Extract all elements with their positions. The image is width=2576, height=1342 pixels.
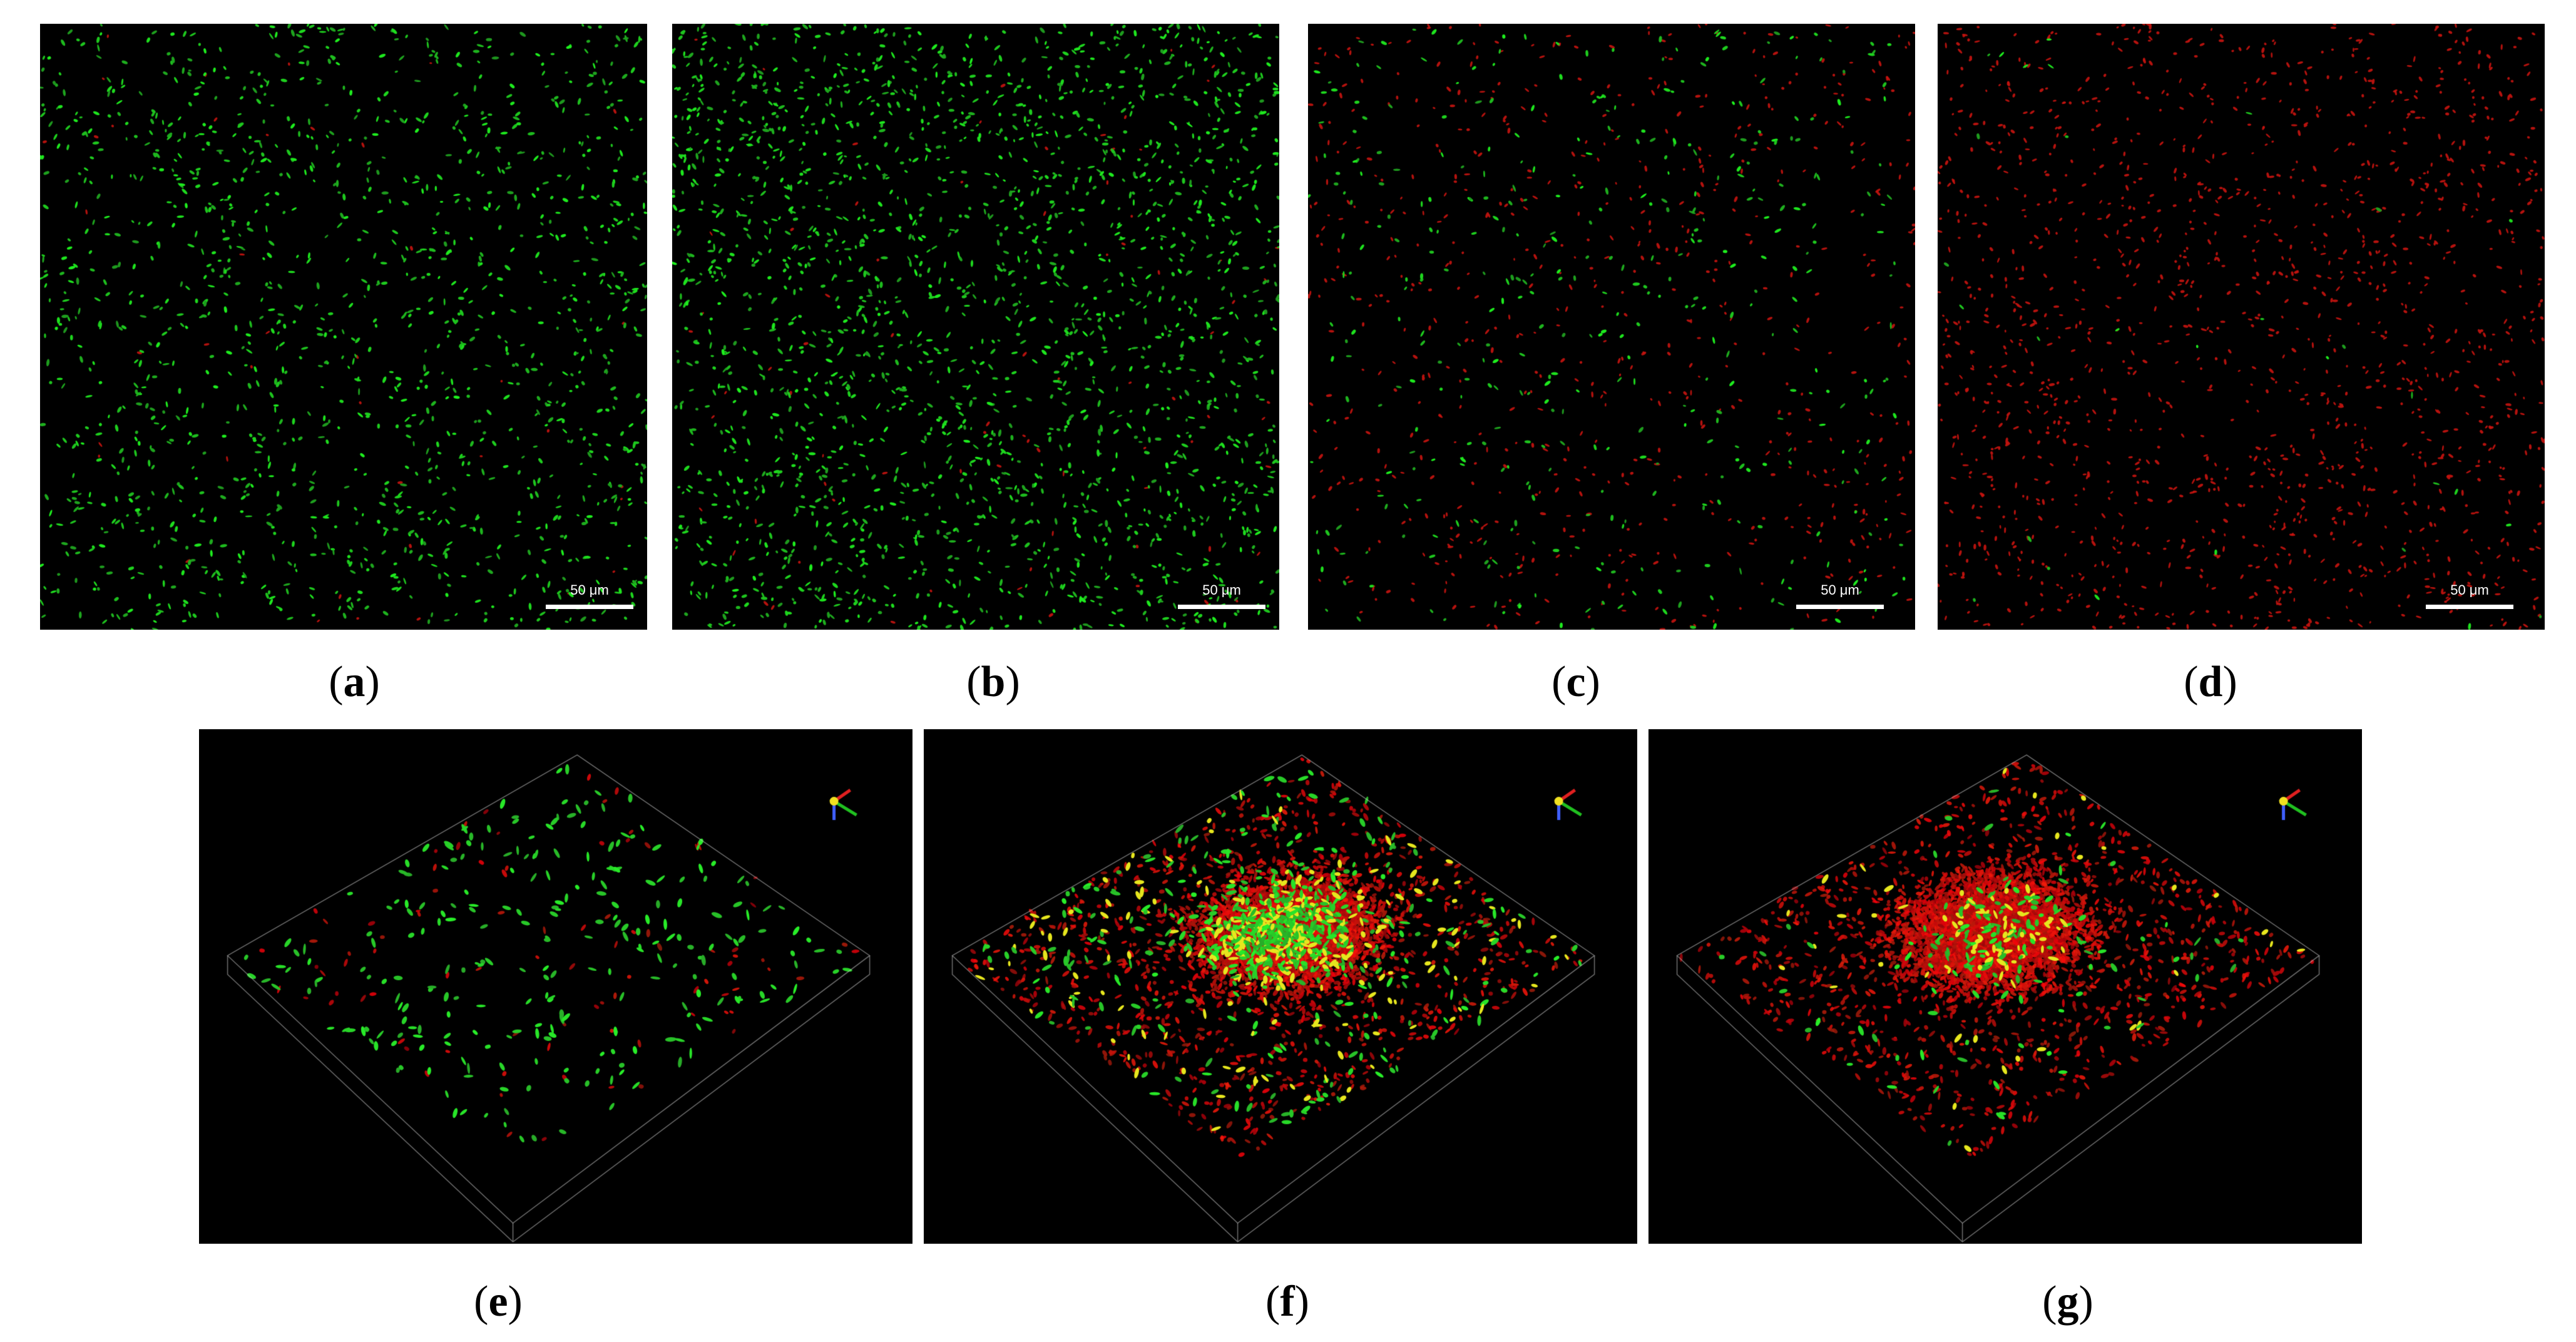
render-3d-panel-g [1648, 729, 2362, 1244]
micrograph-image-a [40, 24, 647, 630]
scale-label-b: 50 μm [1202, 582, 1241, 598]
caption-b: (b) [966, 658, 1020, 706]
caption-f: (f) [1265, 1278, 1309, 1326]
micrograph-panel-c: 50 μm [1308, 24, 1915, 630]
scale-label-c: 50 μm [1821, 582, 1859, 598]
caption-e: (e) [474, 1278, 523, 1326]
scale-bar-d [2426, 605, 2513, 609]
scale-bar-b [1178, 605, 1265, 609]
scale-label-a: 50 μm [570, 582, 609, 598]
caption-g: (g) [2042, 1278, 2093, 1326]
micrograph-panel-d: 50 μm [1938, 24, 2545, 630]
micrograph-image-c [1308, 24, 1915, 630]
render-3d-panel-f [924, 729, 1637, 1244]
render-3d-image-f [924, 729, 1637, 1244]
scale-label-d: 50 μm [2450, 582, 2489, 598]
micrograph-panel-b: 50 μm [672, 24, 1279, 630]
render-3d-image-e [199, 729, 912, 1244]
micrograph-panel-a: 50 μm [40, 24, 647, 630]
micrograph-image-b [672, 24, 1279, 630]
caption-c: (c) [1551, 658, 1600, 706]
caption-d: (d) [2184, 658, 2237, 706]
scale-bar-c [1796, 605, 1884, 609]
caption-a: (a) [329, 658, 380, 706]
micrograph-image-d [1938, 24, 2545, 630]
render-3d-panel-e [199, 729, 912, 1244]
scale-bar-a [546, 605, 633, 609]
render-3d-image-g [1648, 729, 2362, 1244]
